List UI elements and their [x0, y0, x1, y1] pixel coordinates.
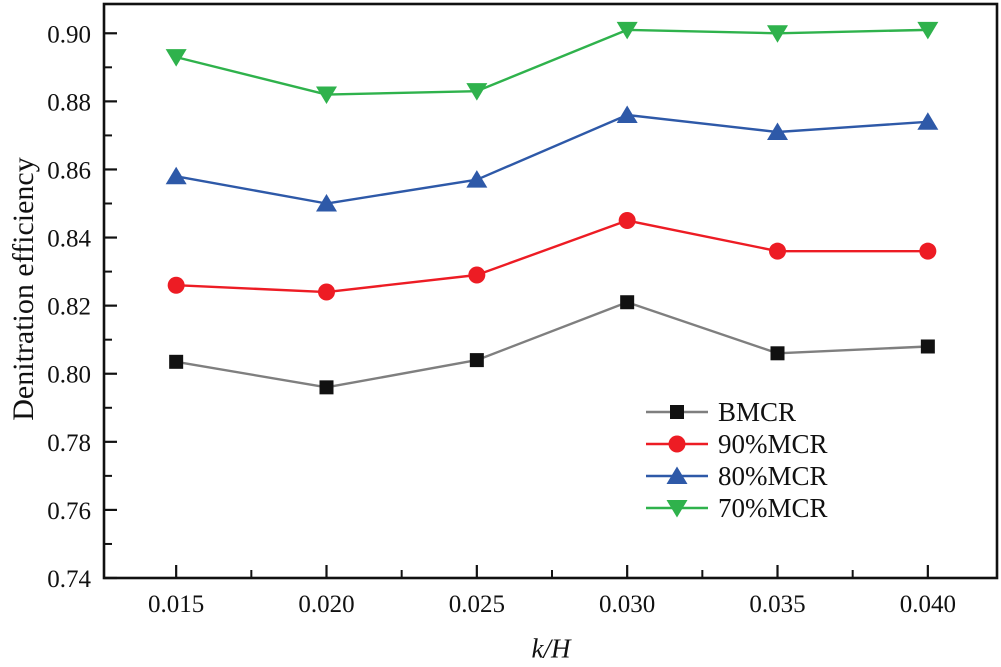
triangle-up-marker	[917, 112, 939, 130]
triangle-down-marker	[315, 86, 337, 105]
y-tick-label: 0.78	[47, 430, 91, 457]
x-tick-label: 0.035	[749, 591, 805, 618]
y-tick-label: 0.74	[47, 566, 91, 593]
y-tick-label: 0.82	[47, 294, 91, 321]
circle-marker	[769, 242, 787, 260]
legend-label: 90%MCR	[718, 429, 828, 459]
x-tick-label: 0.040	[900, 591, 956, 618]
square-marker	[169, 354, 184, 369]
series-BMCR	[169, 295, 935, 395]
triangle-up-marker	[315, 194, 337, 212]
circle-marker-legend	[668, 435, 686, 453]
legend-item-90%MCR: 90%MCR	[646, 429, 828, 459]
circle-marker	[618, 212, 636, 230]
legend-item-70%MCR: 70%MCR	[646, 493, 828, 523]
series-line-BMCR	[175, 301, 928, 389]
square-marker	[319, 380, 334, 395]
triangle-up-marker-legend	[666, 466, 688, 484]
y-tick-label: 0.84	[47, 226, 91, 253]
x-tick-label: 0.025	[449, 591, 505, 618]
y-tick-label: 0.88	[47, 89, 91, 116]
circle-marker	[919, 242, 937, 260]
legend-label: 70%MCR	[718, 493, 828, 523]
circle-marker	[167, 276, 185, 294]
y-tick-label: 0.80	[47, 362, 91, 389]
circle-marker	[317, 283, 335, 301]
y-tick-label: 0.76	[47, 498, 91, 525]
series-90%MCR	[167, 212, 937, 301]
x-tick-label: 0.015	[148, 591, 204, 618]
square-marker	[469, 353, 484, 368]
legend-item-BMCR: BMCR	[646, 397, 796, 427]
legend-label: 80%MCR	[718, 461, 828, 491]
series-line-70%MCR	[175, 28, 928, 96]
circle-marker	[468, 266, 486, 284]
triangle-down-marker	[917, 21, 939, 40]
legend-item-80%MCR: 80%MCR	[646, 461, 828, 491]
series-line-80%MCR	[175, 113, 928, 205]
legend-label: BMCR	[718, 397, 796, 427]
triangle-up-marker	[767, 122, 789, 141]
y-tick-label: 0.86	[47, 157, 91, 184]
square-marker	[770, 346, 785, 361]
x-tick-label: 0.030	[599, 591, 655, 618]
x-axis-title: k/H	[531, 633, 571, 664]
square-marker	[620, 295, 635, 310]
triangle-up-marker	[165, 166, 187, 185]
triangle-down-marker	[616, 21, 638, 40]
series-80%MCR	[165, 105, 939, 212]
y-tick-label: 0.90	[47, 21, 91, 48]
series-line-90%MCR	[176, 219, 928, 294]
square-marker-legend	[670, 405, 684, 419]
square-marker	[920, 339, 935, 354]
triangle-down-marker	[165, 49, 187, 67]
triangle-down-marker	[767, 25, 789, 43]
triangle-up-marker	[466, 170, 488, 188]
triangle-down-marker-legend	[666, 500, 688, 518]
triangle-down-marker	[466, 83, 488, 101]
x-tick-label: 0.020	[298, 591, 354, 618]
triangle-up-marker	[616, 105, 638, 123]
plot-frame	[102, 2, 999, 580]
series-70%MCR	[165, 21, 939, 105]
y-axis-title: Denitration efficiency	[7, 157, 40, 421]
